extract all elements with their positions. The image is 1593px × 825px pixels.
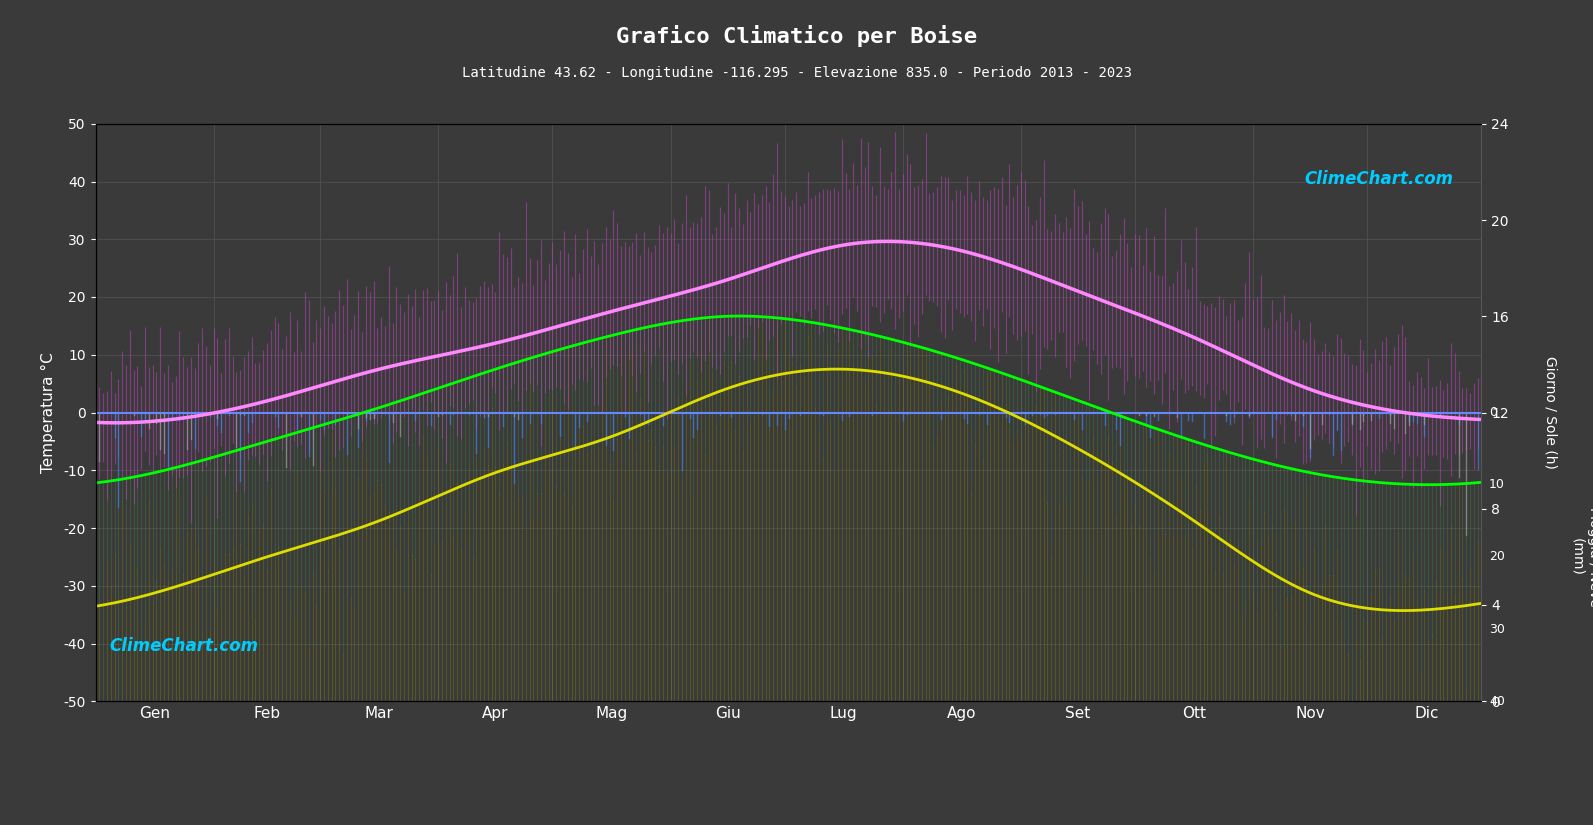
Text: 0: 0 [1489, 406, 1497, 419]
Text: Latitudine 43.62 - Longitudine -116.295 - Elevazione 835.0 - Periodo 2013 - 2023: Latitudine 43.62 - Longitudine -116.295 … [462, 66, 1131, 80]
Text: 40: 40 [1489, 695, 1505, 708]
Text: ClimeChart.com: ClimeChart.com [110, 637, 258, 655]
Text: 30: 30 [1489, 623, 1505, 635]
Text: ClimeChart.com: ClimeChart.com [1305, 170, 1454, 188]
Text: Pioggia / Neve
(mm): Pioggia / Neve (mm) [1571, 507, 1593, 606]
Text: Grafico Climatico per Boise: Grafico Climatico per Boise [616, 25, 977, 47]
Text: 20: 20 [1489, 550, 1505, 563]
Y-axis label: Giorno / Sole (h): Giorno / Sole (h) [1544, 356, 1558, 469]
Text: 10: 10 [1489, 478, 1505, 491]
Y-axis label: Temperatura °C: Temperatura °C [41, 352, 56, 473]
